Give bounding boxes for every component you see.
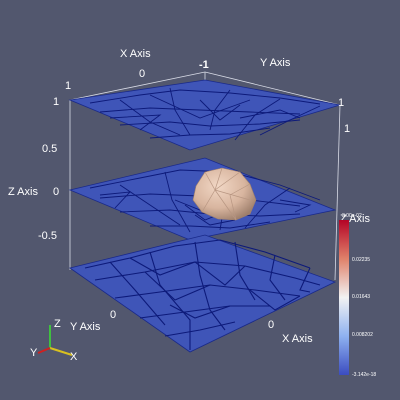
color-legend-label-1: 0.02235	[352, 257, 370, 263]
orientation-y-label: Y	[30, 347, 38, 359]
slice-bottom-mesh	[84, 239, 321, 350]
color-legend-label-3: 0.008202	[352, 332, 373, 338]
orientation-x-line	[49, 347, 73, 356]
x-tick-0-bottom: 0	[268, 319, 274, 331]
y-axis-title-bottom: Y Axis	[70, 321, 101, 333]
x-axis-title-top: X Axis	[120, 48, 151, 60]
z-tick-minus-0.5: -0.5	[38, 230, 57, 242]
tick-minus-1-top: -1	[199, 59, 209, 71]
z-tick-1: 1	[53, 96, 59, 108]
z-tick-0: 0	[53, 186, 59, 198]
x-axis-title-bottom: X Axis	[282, 333, 313, 345]
slice-middle-mesh	[89, 169, 321, 233]
isosurface-object[interactable]	[192, 167, 257, 221]
slice-top-mesh	[89, 87, 321, 141]
orientation-x-label: X	[70, 351, 78, 363]
orientation-z-label: Z	[54, 318, 61, 330]
slice-top	[68, 79, 341, 151]
z-tick-0.5: 0.5	[42, 143, 57, 155]
orientation-y-line	[37, 347, 51, 354]
tick-1-top-left: 1	[65, 80, 71, 92]
color-legend-label-4: -3.142e-18	[352, 372, 376, 378]
right-tick-1: 1	[344, 123, 350, 135]
y-tick-0-bottom: 0	[110, 309, 116, 321]
tick-1-top-right: 1	[338, 97, 344, 109]
bounding-box	[69, 71, 341, 352]
x-tick-0-top: 0	[139, 68, 145, 80]
color-legend[interactable]: 3.00e-02 0.02235 0.01643 0.008202 -3.142…	[339, 213, 376, 378]
color-legend-label-2: 0.01643	[352, 294, 370, 300]
orientation-axes-widget[interactable]: Z Y X	[30, 318, 78, 363]
color-legend-bar	[339, 220, 349, 375]
z-axis-title-left: Z Axis	[8, 186, 38, 198]
y-axis-title-top: Y Axis	[260, 57, 291, 69]
color-legend-top-label: 3.00e-02	[342, 213, 362, 219]
slice-bottom	[69, 234, 337, 353]
